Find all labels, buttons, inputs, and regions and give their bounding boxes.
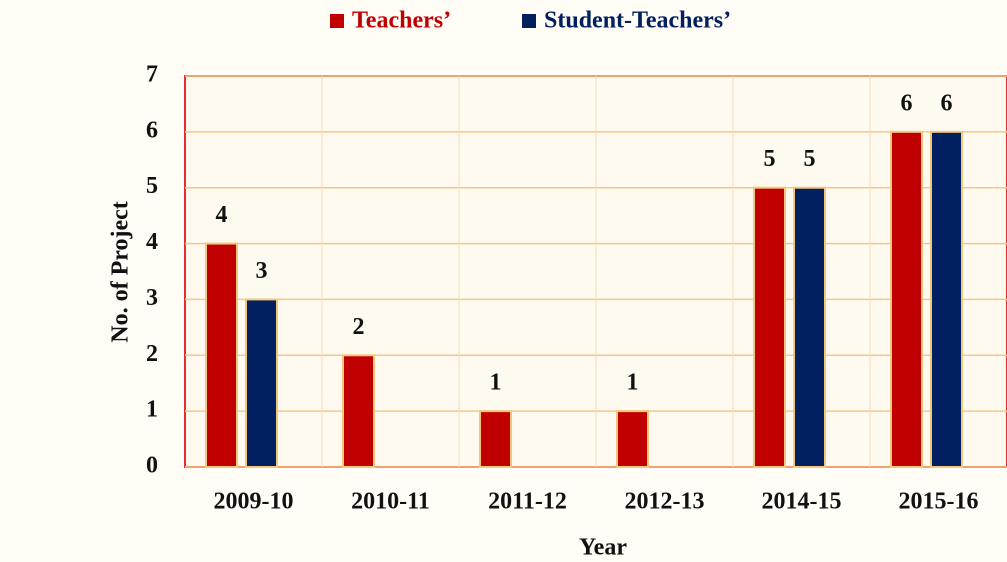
data-label: 3 — [256, 258, 268, 284]
legend-swatch — [522, 14, 536, 28]
bar — [342, 354, 375, 468]
data-label: 4 — [216, 202, 228, 228]
y-tick-label: 7 — [146, 62, 158, 88]
x-tick-label: 2014-15 — [762, 489, 842, 515]
x-tick-label: 2010-11 — [351, 489, 430, 515]
x-tick-label: 2015-16 — [899, 489, 979, 515]
bar — [616, 410, 649, 468]
x-tick-label: 2009-10 — [214, 489, 294, 515]
y-tick-label: 2 — [146, 341, 158, 367]
legend-swatch — [330, 14, 344, 28]
y-tick-label: 5 — [146, 173, 158, 199]
data-label: 5 — [804, 146, 816, 172]
bar — [793, 186, 826, 468]
bar — [479, 410, 512, 468]
data-label: 2 — [353, 314, 365, 340]
bar — [753, 186, 786, 468]
bar — [245, 298, 278, 468]
y-tick-label: 0 — [146, 453, 158, 479]
y-tick-label: 3 — [146, 285, 158, 311]
y-tick-label: 6 — [146, 117, 158, 143]
data-label: 5 — [764, 146, 776, 172]
data-label: 1 — [490, 370, 502, 396]
legend-label: Teachers’ — [352, 8, 451, 34]
bar — [205, 242, 238, 468]
bar — [890, 130, 923, 468]
x-tick-label: 2012-13 — [625, 489, 705, 515]
bar — [930, 130, 963, 468]
data-label: 6 — [901, 90, 913, 116]
x-axis-title: Year — [579, 535, 627, 561]
y-tick-label: 1 — [146, 397, 158, 423]
x-tick-label: 2011-12 — [488, 489, 567, 515]
y-tick-label: 4 — [146, 229, 158, 255]
data-label: 6 — [941, 90, 953, 116]
data-label: 1 — [627, 370, 639, 396]
legend-label: Student-Teachers’ — [544, 8, 731, 34]
y-axis-title: No. of Project — [108, 201, 134, 343]
